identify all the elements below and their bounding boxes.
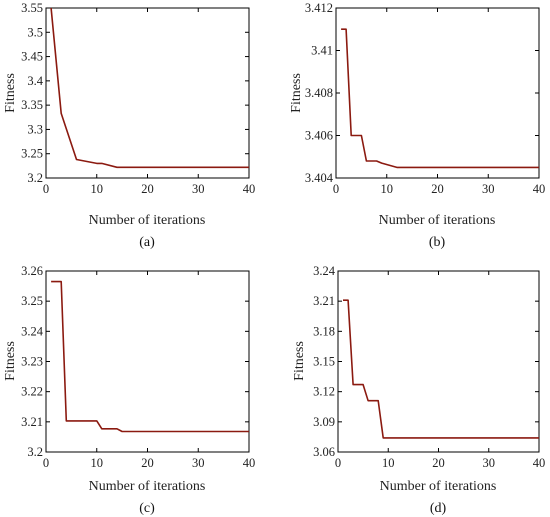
x-tick-label: 30 xyxy=(192,182,205,196)
x-tick-label: 40 xyxy=(243,456,256,470)
chart-panel-c: 3.2 3.21 3.22 3.23 3.24 3.25 3.26 0 10 20 30 40 Num… xyxy=(3,264,255,516)
chart-panel-a: 3.2 3.25 3.3 3.35 3.4 3.45 3.5 3.55 0 10 20 30 40 Nu… xyxy=(3,1,255,250)
plot-frame xyxy=(45,270,250,453)
x-tick-label: 10 xyxy=(91,456,104,470)
x-tick-label: 20 xyxy=(141,182,154,196)
x-tick-label: 40 xyxy=(243,182,256,196)
panel-label-b: (b) xyxy=(429,235,446,250)
y-tick-label: 3.24 xyxy=(313,264,336,278)
y-tick-label: 3.25 xyxy=(21,147,43,161)
chart-panel-b: 3.404 3.406 3.408 3.41 3.412 0 10 20 30 40 Number… xyxy=(289,1,545,250)
y-tick-label: 3.41 xyxy=(311,44,333,58)
y-tick-label: 3.45 xyxy=(21,50,43,64)
y-axis-label: Fitness xyxy=(289,73,304,113)
y-tick-label: 3.09 xyxy=(313,415,335,429)
y-tick-label: 3.3 xyxy=(27,122,43,136)
x-tick-label: 10 xyxy=(91,182,104,196)
y-tick-label: 3.2 xyxy=(27,445,43,459)
plot-frame xyxy=(45,7,250,179)
y-axis-label: Fitness xyxy=(292,341,307,381)
fitness-series-line xyxy=(343,299,539,439)
y-tick-label: 3.2 xyxy=(27,171,43,185)
panel-label-d: (d) xyxy=(430,501,447,516)
y-tick-label: 3.21 xyxy=(313,294,335,308)
panel-label-a: (a) xyxy=(139,235,155,250)
x-tick-label: 10 xyxy=(381,182,394,196)
y-tick-label: 3.23 xyxy=(21,355,43,369)
x-tick-label: 0 xyxy=(335,456,341,470)
fitness-series-line xyxy=(51,280,249,433)
y-tick-label: 3.18 xyxy=(313,324,335,338)
x-tick-label: 40 xyxy=(533,182,546,196)
x-tick-label: 0 xyxy=(43,182,49,196)
y-tick-label: 3.06 xyxy=(313,445,335,459)
x-axis-label: Number of iterations xyxy=(379,213,496,228)
x-tick-label: 30 xyxy=(192,456,205,470)
y-tick-label: 3.25 xyxy=(21,294,43,308)
x-tick-label: 0 xyxy=(333,182,339,196)
y-tick-label: 3.412 xyxy=(305,1,333,15)
fitness-series-line xyxy=(50,7,249,169)
y-axis-label: Fitness xyxy=(3,341,18,381)
x-tick-label: 30 xyxy=(482,182,495,196)
x-tick-label: 20 xyxy=(431,182,444,196)
y-tick-label: 3.5 xyxy=(27,25,43,39)
plot-frame xyxy=(337,270,540,453)
y-tick-label: 3.4 xyxy=(27,74,43,88)
panel-label-c: (c) xyxy=(139,501,155,516)
y-tick-label: 3.55 xyxy=(21,1,43,15)
plot-frame xyxy=(335,7,540,179)
y-tick-label: 3.404 xyxy=(305,171,334,185)
y-tick-label: 3.15 xyxy=(313,355,335,369)
x-axis-label: Number of iterations xyxy=(380,479,497,494)
y-tick-label: 3.26 xyxy=(21,264,43,278)
y-tick-label: 3.22 xyxy=(21,385,43,399)
y-tick-label: 3.408 xyxy=(305,86,333,100)
x-tick-label: 0 xyxy=(43,456,49,470)
fitness-series-line xyxy=(341,28,539,169)
x-tick-label: 40 xyxy=(533,456,546,470)
y-tick-label: 3.24 xyxy=(21,324,44,338)
y-tick-label: 3.406 xyxy=(305,129,333,143)
x-axis-label: Number of iterations xyxy=(89,479,206,494)
chart-panel-d: 3.06 3.09 3.12 3.15 3.18 3.21 3.24 0 10 20 30 40 Nu… xyxy=(292,264,545,516)
y-tick-label: 3.12 xyxy=(313,385,335,399)
x-tick-label: 30 xyxy=(483,456,496,470)
x-axis-label: Number of iterations xyxy=(89,213,206,228)
x-tick-label: 20 xyxy=(141,456,154,470)
x-tick-label: 10 xyxy=(382,456,395,470)
y-axis-label: Fitness xyxy=(3,73,18,113)
y-tick-label: 3.21 xyxy=(21,415,43,429)
x-tick-label: 20 xyxy=(432,456,445,470)
y-tick-label: 3.35 xyxy=(21,98,43,112)
